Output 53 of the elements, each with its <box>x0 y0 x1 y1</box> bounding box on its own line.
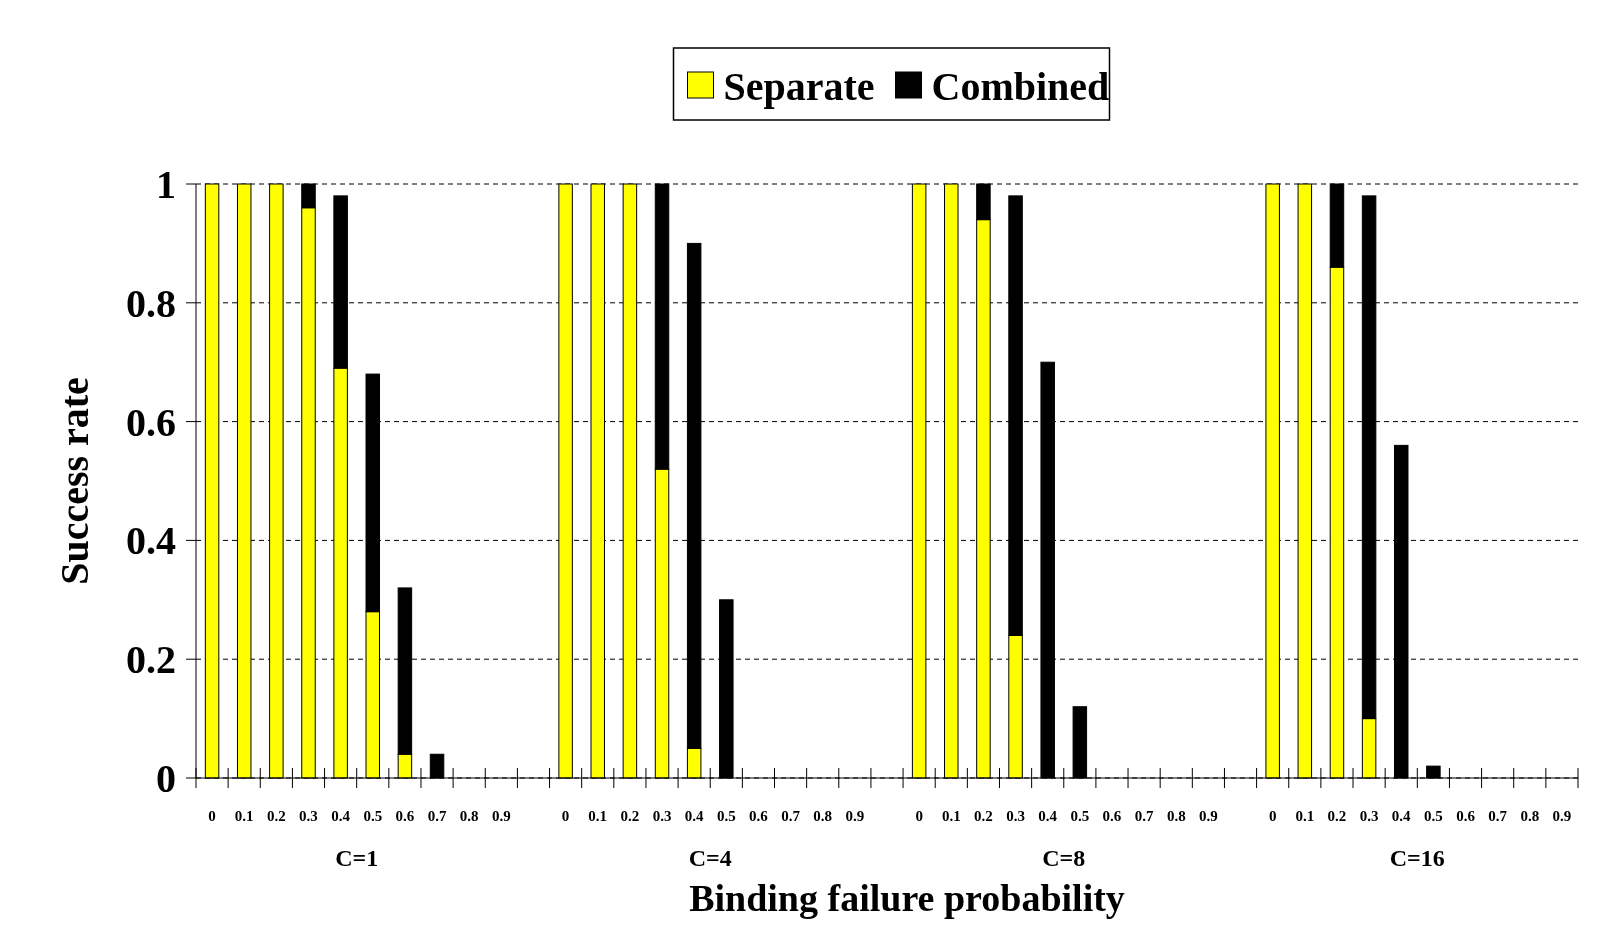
x-tick-label: 0.1 <box>234 808 254 824</box>
x-tick-label: 0.2 <box>266 808 286 824</box>
x-tick-label: 0 <box>208 808 216 824</box>
x-tick-label: 0.7 <box>1134 808 1154 824</box>
x-tick-label: 0.2 <box>974 808 993 824</box>
x-tick-label: 0.6 <box>749 808 769 824</box>
x-tick-label: 0.2 <box>1327 808 1347 824</box>
x-tick-label: 0.7 <box>1488 808 1508 824</box>
x-tick-label: 0.7 <box>781 808 801 824</box>
x-tick-label: 0.8 <box>459 808 479 824</box>
x-tick-label: 0.9 <box>1199 808 1218 824</box>
x-tick-label: 0.4 <box>1391 808 1412 824</box>
x-tick-label: 0.3 <box>299 808 318 824</box>
text: C=4 <box>688 845 732 871</box>
x-tick-label: 0.8 <box>1520 808 1540 824</box>
x-tick-label: 0.6 <box>395 808 415 824</box>
x-tick-label: 0.4 <box>331 808 351 824</box>
x-tick-label: 0.9 <box>845 808 865 824</box>
x-tick-label: 0.5 <box>363 808 383 824</box>
x-tick-label: 0 <box>1268 808 1277 824</box>
x-tick-label: 0.5 <box>716 808 736 824</box>
x-tick-label: 0.3 <box>1359 808 1379 824</box>
text: C=8 <box>1042 845 1086 871</box>
x-tick-label: 0.1 <box>588 808 608 824</box>
text: C=1 <box>335 845 379 871</box>
y-tick-label: 1 <box>156 162 176 207</box>
x-tick-label: 0.6 <box>1102 808 1122 824</box>
x-tick-label: 0.2 <box>620 808 640 824</box>
x-tick-label: 0.4 <box>684 808 705 824</box>
legend-label: Combined <box>931 64 1110 109</box>
x-tick-label: 0.9 <box>491 808 511 824</box>
y-axis-title: Success rate <box>52 377 97 585</box>
x-tick-label: 0.1 <box>941 808 961 824</box>
x-tick-label: 0.9 <box>1552 808 1572 824</box>
x-tick-label: 0.6 <box>1456 808 1476 824</box>
x-tick-label: 0.8 <box>813 808 833 824</box>
y-tick-label: 0.8 <box>126 280 176 326</box>
text: C=16 <box>1389 845 1445 871</box>
x-tick-label: 0.5 <box>1424 808 1443 824</box>
x-tick-label: 0.3 <box>1006 808 1025 824</box>
x-tick-label: 0.5 <box>1070 808 1090 824</box>
y-tick-label: 0.6 <box>126 399 176 445</box>
y-tick-label: 0.2 <box>126 637 176 683</box>
x-axis-title: Binding failure probability <box>689 877 1125 919</box>
x-tick-label: 0 <box>915 808 923 824</box>
legend-label: Separate <box>723 64 875 109</box>
x-tick-label: 0.4 <box>1038 808 1058 824</box>
x-tick-label: 0.8 <box>1166 808 1186 824</box>
x-tick-label: 0.7 <box>427 808 447 824</box>
y-tick-label: 0.4 <box>126 518 176 564</box>
x-tick-label: 0 <box>561 808 570 824</box>
x-tick-label: 0.3 <box>652 808 672 824</box>
x-tick-label: 0.1 <box>1295 808 1315 824</box>
